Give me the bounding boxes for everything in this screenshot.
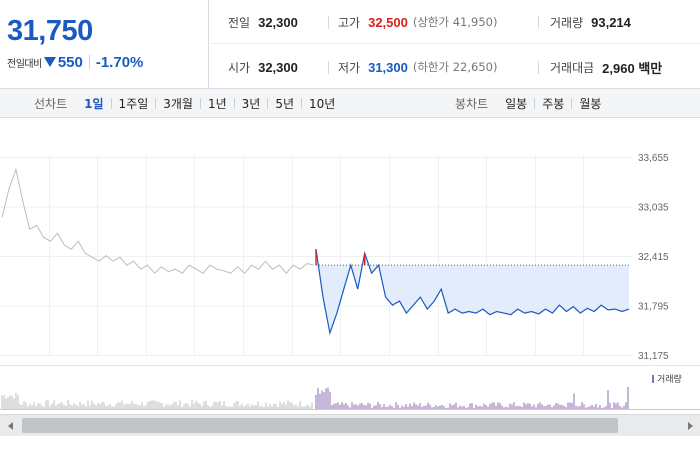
candle-chart-tabs: 봉차트 일봉 주봉 월봉 (455, 89, 608, 118)
stat-trade-value: 거래대금 2,960 백만 (550, 45, 662, 89)
stat-label: 거래대금 (550, 60, 595, 75)
scroll-right-button[interactable] (680, 415, 700, 436)
price-chart: 33,655 33,035 32,415 31,795 31,175 거래량 (0, 118, 700, 450)
y-tick-label: 31,795 (638, 302, 669, 313)
change-label: 전일대비 (7, 58, 42, 70)
down-arrow-icon (43, 57, 56, 67)
volume-legend-swatch (652, 375, 654, 383)
arrow-left-icon (7, 421, 13, 430)
divider (328, 61, 329, 74)
y-tick-label: 33,655 (638, 153, 669, 164)
price-chart-svg: 33,655 33,035 32,415 31,795 31,175 거래량 (0, 153, 700, 410)
period-tab-2[interactable]: 3개월 (163, 97, 193, 111)
stat-high: 고가 32,500 (상한가 41,950) (338, 0, 497, 44)
stat-volume: 거래량 93,214 (550, 0, 631, 44)
stat-label: 시가 (228, 60, 251, 75)
stats-row: 시가 32,300 저가 31,300 (하한가 22,650) 거래대금 2,… (210, 45, 700, 89)
stat-low: 저가 31,300 (하한가 22,650) (338, 45, 497, 89)
tab-divider (571, 98, 573, 109)
candle-tab-0[interactable]: 일봉 (505, 97, 528, 111)
stat-value: 32,300 (258, 59, 298, 75)
tab-divider (155, 98, 157, 109)
stats-panel: 전일 32,300 고가 32,500 (상한가 41,950) 거래량 93,… (210, 0, 700, 89)
tab-divider (233, 98, 235, 109)
period-tab-5[interactable]: 5년 (275, 97, 295, 111)
chart-scrollbar[interactable] (0, 414, 700, 436)
scroll-thumb[interactable] (22, 418, 618, 433)
stock-summary: 31,750 전일대비 550 -1.70% 전일 32,300 고가 32,5… (0, 0, 700, 89)
divider (328, 16, 329, 29)
stat-value: 2,960 백만 (602, 60, 663, 76)
lower-limit: (하한가 22,650) (412, 60, 498, 74)
candle-tab-2[interactable]: 월봉 (579, 97, 602, 111)
stat-label: 거래량 (550, 15, 584, 30)
stat-value: 31,300 (368, 59, 408, 75)
scroll-left-button[interactable] (0, 415, 20, 436)
tab-divider (534, 98, 536, 109)
tab-divider (301, 98, 303, 109)
change-percent: -1.70% (95, 53, 144, 71)
stat-label: 전일 (228, 15, 251, 30)
current-price: 31,750 (7, 15, 93, 47)
y-tick-label: 31,175 (638, 351, 669, 362)
divider (88, 55, 90, 69)
stat-value: 32,300 (258, 14, 298, 30)
upper-limit: (상한가 41,950) (412, 15, 498, 29)
stat-open: 시가 32,300 (228, 45, 298, 89)
price-fill-area (316, 249, 629, 334)
stat-prev-close: 전일 32,300 (228, 0, 298, 44)
tab-divider (110, 98, 112, 109)
period-tab-3[interactable]: 1년 (207, 97, 227, 111)
prev-day-series-line (1, 167, 315, 274)
stat-label: 저가 (338, 60, 361, 75)
candle-chart-title: 봉차트 (455, 97, 489, 111)
y-tick-label: 32,415 (638, 252, 669, 263)
volume-legend-label: 거래량 (657, 373, 682, 385)
arrow-right-icon (687, 421, 693, 430)
divider (538, 61, 539, 74)
period-tab-4[interactable]: 3년 (241, 97, 261, 111)
price-box: 31,750 전일대비 550 -1.70% (0, 0, 209, 89)
stat-value: 93,214 (591, 14, 631, 30)
change-row: 전일대비 550 -1.70% (7, 53, 143, 71)
line-chart-title: 선차트 (34, 97, 68, 111)
stat-value: 32,500 (368, 14, 408, 30)
today-series-line (315, 249, 630, 336)
period-tab-1[interactable]: 1주일 (118, 97, 149, 111)
divider (538, 16, 539, 29)
period-tab-6[interactable]: 10년 (309, 97, 336, 111)
period-tab-0[interactable]: 1일 (84, 97, 104, 111)
stats-row: 전일 32,300 고가 32,500 (상한가 41,950) 거래량 93,… (210, 0, 700, 44)
line-chart-tabs: 선차트 1일 1주일 3개월 1년 3년 5년 10년 (34, 89, 342, 118)
stat-label: 고가 (338, 15, 361, 30)
tab-divider (267, 98, 269, 109)
y-tick-label: 33,035 (638, 203, 669, 214)
tab-divider (199, 98, 201, 109)
bottom-spacer (0, 436, 700, 450)
candle-tab-1[interactable]: 주봉 (542, 97, 565, 111)
chart-period-tabbar: 선차트 1일 1주일 3개월 1년 3년 5년 10년 봉차트 일봉 주봉 월봉 (0, 89, 700, 118)
change-amount: 550 (57, 53, 83, 71)
